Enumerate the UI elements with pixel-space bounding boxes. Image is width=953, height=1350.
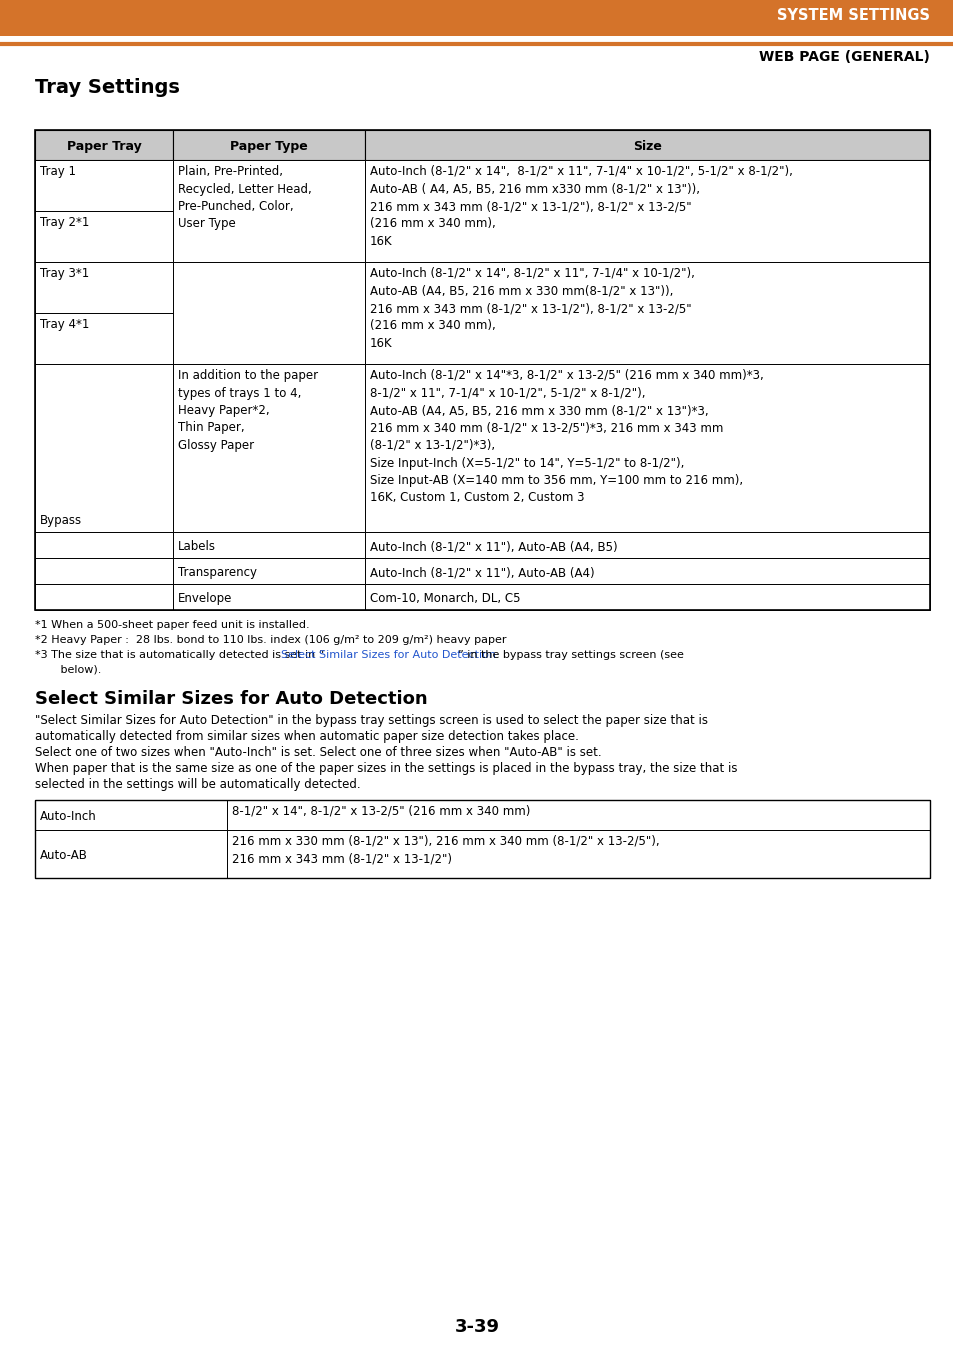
Bar <box>35 211 172 262</box>
Bar <box>172 585 365 610</box>
Bar <box>0 0 953 36</box>
Bar <box>35 830 227 878</box>
Text: Select Similar Sizes for Auto Detection: Select Similar Sizes for Auto Detection <box>280 649 496 660</box>
Text: ” in the bypass tray settings screen (see: ” in the bypass tray settings screen (se… <box>457 649 683 660</box>
Text: Auto-Inch (8-1/2" x 14", 8-1/2" x 11", 7-1/4" x 10-1/2"),
Auto-AB (A4, B5, 216 m: Auto-Inch (8-1/2" x 14", 8-1/2" x 11", 7… <box>370 267 694 350</box>
Bar <box>35 364 172 532</box>
Bar <box>365 558 929 585</box>
Text: "Select Similar Sizes for Auto Detection" in the bypass tray settings screen is : "Select Similar Sizes for Auto Detection… <box>35 714 707 728</box>
Text: Envelope: Envelope <box>178 593 233 605</box>
Bar <box>35 130 172 161</box>
Bar <box>172 364 365 532</box>
Bar <box>227 801 929 830</box>
Text: 3-39: 3-39 <box>454 1318 499 1336</box>
Text: Transparency: Transparency <box>178 566 256 579</box>
Text: Tray 3*1: Tray 3*1 <box>40 267 90 279</box>
Text: Select one of two sizes when "Auto-Inch" is set. Select one of three sizes when : Select one of two sizes when "Auto-Inch"… <box>35 747 601 759</box>
Bar <box>227 830 929 878</box>
Text: Tray Settings: Tray Settings <box>35 78 180 97</box>
Text: Auto-Inch (8-1/2" x 11"), Auto-AB (A4): Auto-Inch (8-1/2" x 11"), Auto-AB (A4) <box>370 566 594 579</box>
Text: Size: Size <box>633 140 661 153</box>
Bar <box>35 801 227 830</box>
Bar <box>172 532 365 558</box>
Bar <box>35 161 172 211</box>
Text: When paper that is the same size as one of the paper sizes in the settings is pl: When paper that is the same size as one … <box>35 761 737 775</box>
Bar <box>365 262 929 365</box>
Text: Auto-Inch (8-1/2" x 11"), Auto-AB (A4, B5): Auto-Inch (8-1/2" x 11"), Auto-AB (A4, B… <box>370 540 617 553</box>
Bar <box>172 130 365 161</box>
Text: SYSTEM SETTINGS: SYSTEM SETTINGS <box>776 8 929 23</box>
Text: Select Similar Sizes for Auto Detection: Select Similar Sizes for Auto Detection <box>35 690 427 707</box>
Text: Plain, Pre-Printed,
Recycled, Letter Head,
Pre-Punched, Color,
User Type: Plain, Pre-Printed, Recycled, Letter Hea… <box>178 165 312 231</box>
Bar <box>365 364 929 532</box>
Text: Auto-AB: Auto-AB <box>40 849 88 863</box>
Bar <box>35 585 172 610</box>
Text: 216 mm x 330 mm (8-1/2" x 13"), 216 mm x 340 mm (8-1/2" x 13-2/5"),
216 mm x 343: 216 mm x 330 mm (8-1/2" x 13"), 216 mm x… <box>232 836 659 865</box>
Text: below).: below). <box>50 664 101 674</box>
Text: selected in the settings will be automatically detected.: selected in the settings will be automat… <box>35 778 360 791</box>
Bar <box>172 262 365 365</box>
Text: Labels: Labels <box>178 540 215 553</box>
Bar <box>365 161 929 262</box>
Text: automatically detected from similar sizes when automatic paper size detection ta: automatically detected from similar size… <box>35 730 578 742</box>
Text: *1 When a 500-sheet paper feed unit is installed.: *1 When a 500-sheet paper feed unit is i… <box>35 620 310 630</box>
Bar <box>365 130 929 161</box>
Text: In addition to the paper
types of trays 1 to 4,
Heavy Paper*2,
Thin Paper,
Gloss: In addition to the paper types of trays … <box>178 369 317 452</box>
Bar <box>35 532 172 558</box>
Text: 8-1/2" x 14", 8-1/2" x 13-2/5" (216 mm x 340 mm): 8-1/2" x 14", 8-1/2" x 13-2/5" (216 mm x… <box>232 805 530 818</box>
Bar <box>35 313 172 364</box>
Text: Paper Tray: Paper Tray <box>67 140 141 153</box>
Bar <box>172 161 365 262</box>
Text: Bypass: Bypass <box>40 514 82 526</box>
Text: Auto-Inch: Auto-Inch <box>40 810 96 824</box>
Bar <box>35 262 172 313</box>
Bar <box>365 532 929 558</box>
Text: Tray 1: Tray 1 <box>40 165 76 178</box>
Bar <box>35 558 172 585</box>
Text: Tray 4*1: Tray 4*1 <box>40 319 90 331</box>
Text: Com-10, Monarch, DL, C5: Com-10, Monarch, DL, C5 <box>370 593 520 605</box>
Text: Auto-Inch (8-1/2" x 14"*3, 8-1/2" x 13-2/5" (216 mm x 340 mm)*3,
8-1/2" x 11", 7: Auto-Inch (8-1/2" x 14"*3, 8-1/2" x 13-2… <box>370 369 763 505</box>
Bar <box>35 801 929 878</box>
Bar <box>172 558 365 585</box>
Text: *2 Heavy Paper :  28 lbs. bond to 110 lbs. index (106 g/m² to 209 g/m²) heavy pa: *2 Heavy Paper : 28 lbs. bond to 110 lbs… <box>35 634 506 645</box>
Text: Tray 2*1: Tray 2*1 <box>40 216 90 230</box>
Text: WEB PAGE (GENERAL): WEB PAGE (GENERAL) <box>759 50 929 63</box>
Text: *3 The size that is automatically detected is set in “: *3 The size that is automatically detect… <box>35 649 324 660</box>
Bar <box>365 585 929 610</box>
Text: Paper Type: Paper Type <box>230 140 308 153</box>
Bar <box>35 130 929 610</box>
Text: Auto-Inch (8-1/2" x 14",  8-1/2" x 11", 7-1/4" x 10-1/2", 5-1/2" x 8-1/2"),
Auto: Auto-Inch (8-1/2" x 14", 8-1/2" x 11", 7… <box>370 165 792 248</box>
